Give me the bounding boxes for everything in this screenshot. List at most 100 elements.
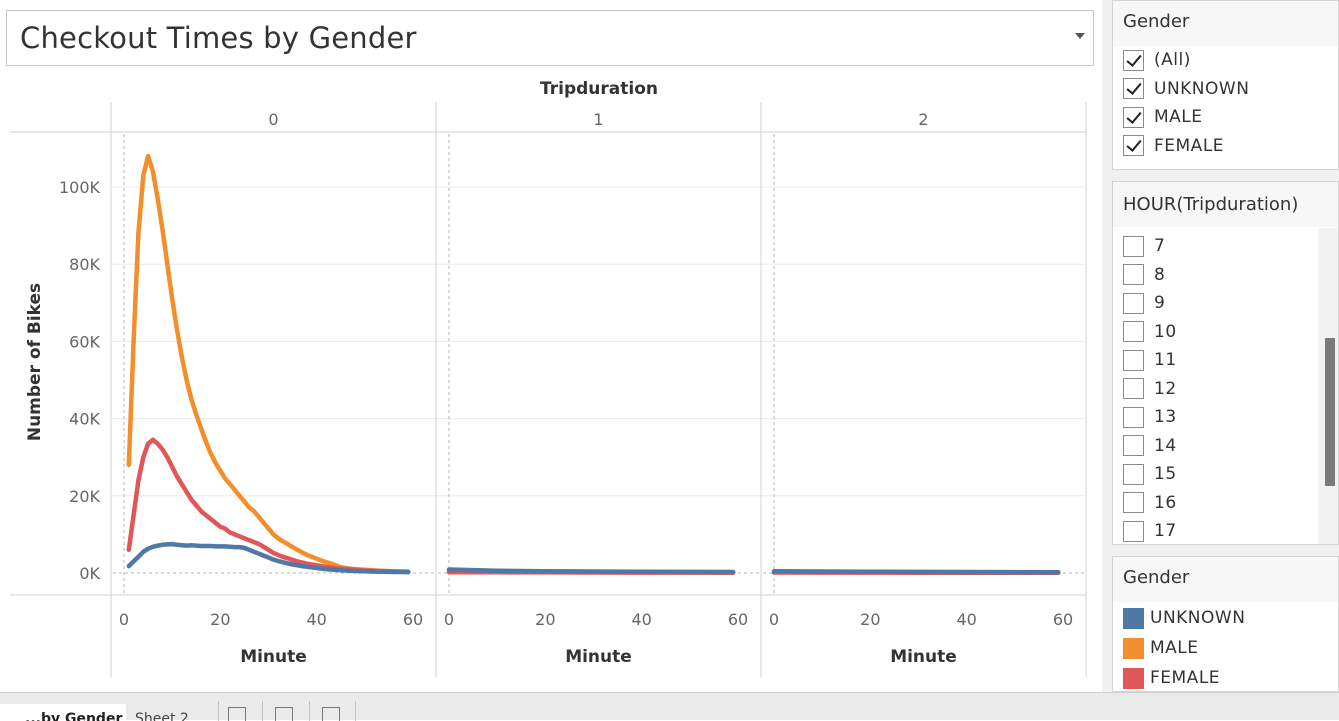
panel-header-label: 1: [593, 110, 603, 129]
series-line-female: [129, 440, 408, 572]
hour-filter-checkbox[interactable]: [1123, 435, 1144, 456]
x-tick-label: 0: [119, 610, 129, 629]
color-legend-panel: Gender UNKNOWN MALE FEMALE: [1112, 556, 1339, 692]
hour-filter-item[interactable]: 15: [1113, 460, 1338, 489]
y-tick-label: 40K: [69, 410, 100, 429]
y-tick-label: 100K: [59, 178, 101, 197]
hour-filter-item[interactable]: 11: [1113, 346, 1338, 375]
hour-filter-checkbox[interactable]: [1123, 378, 1144, 399]
checkout-times-chart: Tripduration Number of Bikes 0K20K40K60K…: [0, 70, 1100, 690]
hour-filter-label: 13: [1154, 407, 1177, 427]
sheet-tab-bar: ...by Gender Sheet 2: [0, 692, 1339, 720]
chevron-down-icon[interactable]: [1075, 33, 1085, 39]
tab-separator: [218, 701, 219, 721]
tab-separator: [355, 701, 356, 721]
legend-swatch: [1123, 608, 1144, 629]
gender-filter-list: (All) UNKNOWN MALE FEMALE: [1113, 46, 1338, 160]
new-sheet-icon[interactable]: [228, 707, 246, 721]
hour-filter-label: 12: [1154, 379, 1177, 399]
y-tick-label: 60K: [69, 332, 100, 351]
hour-filter-label: 14: [1154, 436, 1177, 456]
x-tick-label: 60: [403, 610, 423, 629]
hour-filter-scrollbar[interactable]: [1318, 228, 1338, 544]
x-tick-label: 40: [956, 610, 976, 629]
scrollbar-thumb[interactable]: [1325, 338, 1335, 486]
x-tick-label: 40: [631, 610, 651, 629]
column-header: Tripduration: [540, 79, 658, 99]
gender-filter-checkbox[interactable]: [1123, 50, 1144, 71]
legend-label: MALE: [1150, 638, 1199, 658]
gender-filter-checkbox[interactable]: [1123, 78, 1144, 99]
gender-filter-title: Gender: [1113, 1, 1338, 46]
legend-item[interactable]: FEMALE: [1113, 663, 1338, 693]
hour-filter-item[interactable]: 16: [1113, 489, 1338, 518]
hour-filter-label: 7: [1154, 236, 1165, 256]
legend-item[interactable]: MALE: [1113, 633, 1338, 663]
x-tick-label: 0: [444, 610, 454, 629]
hour-filter-label: 17: [1154, 521, 1177, 541]
hour-filter-item[interactable]: 8: [1113, 261, 1338, 290]
x-tick-label: 20: [210, 610, 230, 629]
hour-filter-checkbox[interactable]: [1123, 321, 1144, 342]
title-box[interactable]: Checkout Times by Gender: [6, 10, 1094, 66]
y-axis-title: Number of Bikes: [25, 283, 45, 441]
page-title: Checkout Times by Gender: [20, 21, 417, 55]
hour-filter-item[interactable]: 13: [1113, 403, 1338, 432]
hour-filter-label: 8: [1154, 265, 1165, 285]
hour-filter-checkbox[interactable]: [1123, 264, 1144, 285]
gender-filter-item[interactable]: MALE: [1113, 103, 1338, 132]
hour-filter-checkbox[interactable]: [1123, 236, 1144, 257]
hour-filter-checkbox[interactable]: [1123, 350, 1144, 371]
y-tick-label: 20K: [69, 487, 100, 506]
gender-filter-checkbox[interactable]: [1123, 135, 1144, 156]
x-tick-label: 60: [1053, 610, 1073, 629]
series-line-unknown: [449, 570, 733, 573]
x-axis-title: Minute: [565, 647, 632, 667]
color-legend-title: Gender: [1113, 557, 1338, 602]
gender-filter-item[interactable]: FEMALE: [1113, 132, 1338, 161]
gender-filter-label: FEMALE: [1154, 136, 1224, 156]
legend-item[interactable]: UNKNOWN: [1113, 603, 1338, 633]
gender-filter-panel: Gender (All) UNKNOWN MALE FEMALE: [1112, 0, 1339, 170]
tab-separator: [262, 701, 263, 721]
series-line-male: [129, 156, 408, 571]
hour-filter-item[interactable]: 17: [1113, 517, 1338, 545]
hour-filter-item[interactable]: 14: [1113, 432, 1338, 461]
gender-filter-label: UNKNOWN: [1154, 79, 1249, 99]
hour-filter-item[interactable]: 9: [1113, 289, 1338, 318]
hour-filter-item[interactable]: 7: [1113, 232, 1338, 261]
x-tick-label: 60: [728, 610, 748, 629]
hour-filter-checkbox[interactable]: [1123, 464, 1144, 485]
legend-label: UNKNOWN: [1150, 608, 1245, 628]
hour-filter-item[interactable]: 10: [1113, 318, 1338, 347]
legend-label: FEMALE: [1150, 668, 1220, 688]
gender-filter-checkbox[interactable]: [1123, 107, 1144, 128]
hour-filter-checkbox[interactable]: [1123, 521, 1144, 542]
hour-filter-label: 15: [1154, 464, 1177, 484]
series-line-unknown: [774, 571, 1058, 572]
hour-filter-checkbox[interactable]: [1123, 492, 1144, 513]
gender-filter-item[interactable]: (All): [1113, 46, 1338, 75]
tab-sheet-2[interactable]: Sheet 2: [127, 704, 207, 721]
gender-filter-label: MALE: [1154, 107, 1203, 127]
gender-filter-item[interactable]: UNKNOWN: [1113, 75, 1338, 104]
hour-filter-checkbox[interactable]: [1123, 293, 1144, 314]
x-tick-label: 20: [535, 610, 555, 629]
x-tick-label: 40: [306, 610, 326, 629]
tab-active-sheet[interactable]: ...by Gender: [0, 704, 126, 721]
x-tick-label: 20: [860, 610, 880, 629]
x-tick-label: 0: [769, 610, 779, 629]
hour-filter-checkbox[interactable]: [1123, 407, 1144, 428]
new-dashboard-icon[interactable]: [275, 707, 293, 721]
hour-filter-label: 9: [1154, 293, 1165, 313]
gender-filter-label: (All): [1154, 50, 1191, 70]
legend-swatch: [1123, 638, 1144, 659]
tab-separator: [309, 701, 310, 721]
hour-filter-label: 16: [1154, 493, 1177, 513]
x-axis-title: Minute: [240, 647, 307, 667]
hour-filter-item[interactable]: 12: [1113, 375, 1338, 404]
hour-filter-title: HOUR(Tripduration): [1113, 182, 1338, 227]
new-story-icon[interactable]: [322, 707, 340, 721]
